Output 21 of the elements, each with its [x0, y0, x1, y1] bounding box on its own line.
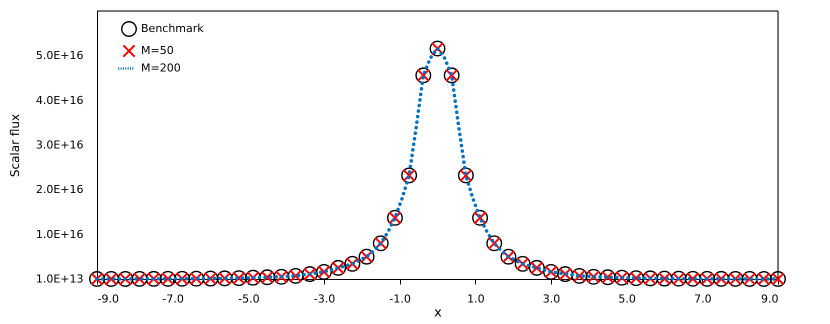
x-tick-label: -7.0	[162, 292, 184, 306]
y-tick-label: 4.0E+16	[36, 94, 84, 107]
y-axis-title: Scalar flux	[8, 114, 22, 178]
legend-label: M=200	[141, 62, 181, 74]
y-tick-label: 2.0E+16	[36, 183, 84, 196]
x-tick-label: 7.0	[694, 292, 712, 306]
x-tick-label: 9.0	[761, 292, 778, 306]
x-tick-label: -1.0	[389, 292, 411, 306]
y-tick-label: 5.0E+16	[36, 49, 84, 62]
x-tick-label: 3.0	[542, 292, 560, 306]
x-tick-label: 5.0	[618, 292, 636, 306]
x-tick-label: -3.0	[314, 292, 336, 306]
x-tick-label: -5.0	[238, 292, 260, 306]
legend-label: Benchmark	[141, 22, 204, 35]
legend-label: M=50	[141, 44, 174, 57]
x-tick-label: 1.0	[467, 292, 485, 306]
y-tick-label: 1.0E+13	[36, 272, 84, 286]
x-tick-label: -9.0	[98, 292, 119, 306]
y-tick-label: 3.0E+16	[36, 138, 84, 152]
x-axis-title: x	[434, 306, 442, 320]
y-tick-label: 1.0E+16	[36, 228, 84, 241]
